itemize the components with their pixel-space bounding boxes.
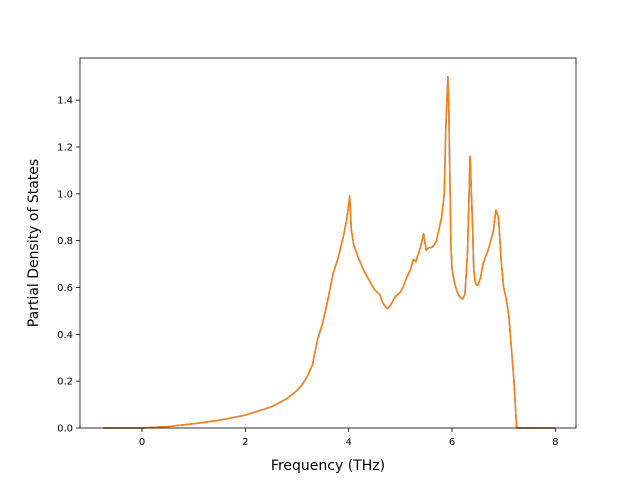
x-tick-label: 6	[449, 437, 455, 448]
x-axis-label: Frequency (THz)	[271, 458, 385, 474]
y-tick-label: 0.0	[57, 424, 73, 435]
x-tick-label: 8	[552, 437, 558, 448]
y-axis-ticks: 0.0 0.2 0.4 0.6 0.8 1.0 1.2 1.4	[57, 96, 80, 435]
y-tick-label: 0.8	[57, 236, 73, 247]
y-tick-label: 1.0	[57, 189, 73, 200]
y-tick-label: 1.4	[57, 96, 73, 107]
y-tick-label: 1.2	[57, 142, 73, 153]
x-tick-label: 4	[345, 437, 351, 448]
series-layer	[103, 75, 556, 429]
x-tick-label: 0	[139, 437, 145, 448]
y-tick-label: 0.2	[57, 377, 73, 388]
plot-area-frame	[79, 57, 577, 429]
x-axis-ticks: 0 2 4 6 8	[139, 428, 559, 448]
y-tick-label: 0.4	[57, 330, 73, 341]
x-tick-label: 2	[242, 437, 248, 448]
y-axis-label: Partial Density of States	[26, 159, 42, 327]
series-line-2	[103, 75, 556, 429]
y-tick-label: 0.6	[57, 283, 73, 294]
